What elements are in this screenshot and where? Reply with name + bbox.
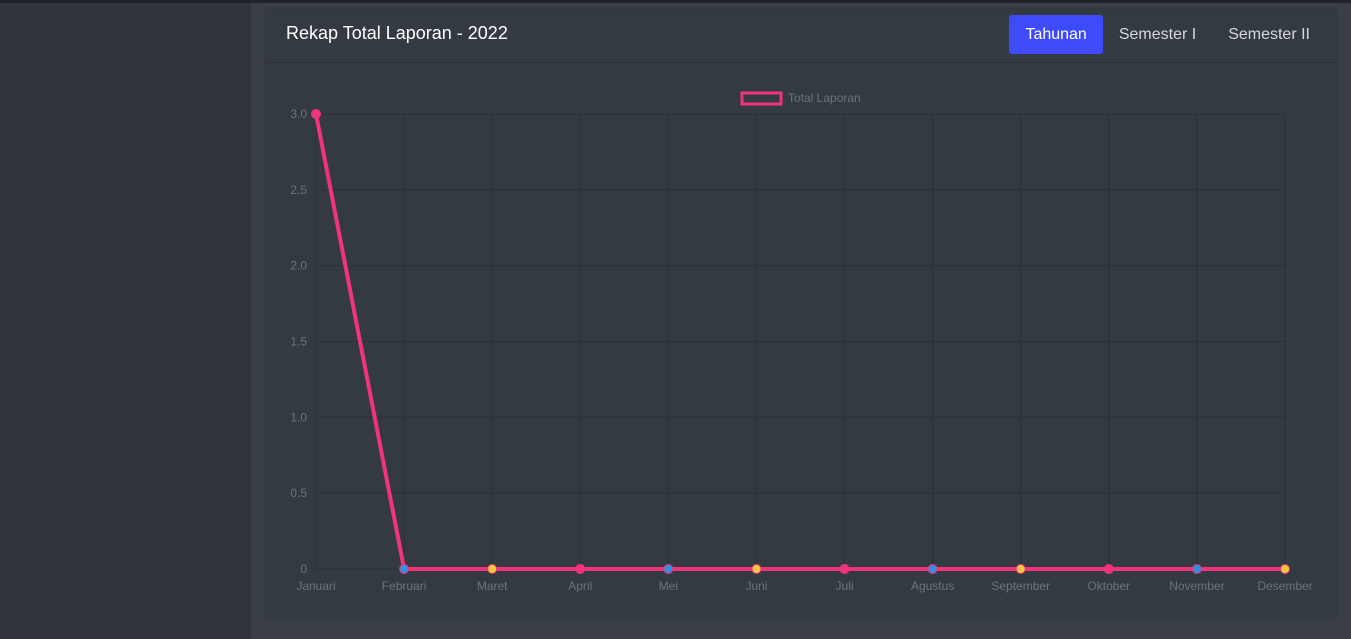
data-point	[311, 109, 321, 119]
x-tick-label: Maret	[477, 579, 508, 593]
x-tick-label: Februari	[382, 579, 427, 593]
x-tick-label: Desember	[1257, 579, 1312, 593]
data-point	[1280, 564, 1290, 574]
card-header: Rekap Total Laporan - 2022 Tahunan Semes…	[266, 9, 1336, 63]
legend-label: Total Laporan	[788, 91, 861, 105]
x-tick-label: November	[1169, 579, 1224, 593]
y-tick-label: 3.0	[290, 107, 307, 121]
y-tick-label: 0	[300, 562, 307, 576]
x-tick-label: Mei	[659, 579, 678, 593]
x-tick-label: Agustus	[911, 579, 954, 593]
card-title: Rekap Total Laporan - 2022	[286, 23, 508, 43]
legend-swatch	[740, 91, 783, 106]
y-tick-label: 1.5	[290, 335, 307, 349]
x-tick-label: September	[991, 579, 1050, 593]
tab-semester-1[interactable]: Semester I	[1118, 26, 1197, 43]
y-tick-label: 0.5	[290, 486, 307, 500]
tab-semester-2[interactable]: Semester II	[1228, 26, 1310, 43]
data-point	[751, 564, 762, 574]
report-card: Rekap Total Laporan - 2022 Tahunan Semes…	[266, 9, 1336, 619]
data-point	[927, 564, 938, 574]
data-point	[663, 564, 674, 574]
x-tick-label: Januari	[296, 579, 335, 593]
sidebar	[0, 3, 251, 639]
data-point	[487, 564, 498, 574]
data-point	[575, 564, 586, 574]
y-tick-label: 2.0	[290, 259, 307, 273]
data-point	[399, 564, 410, 574]
series-line	[314, 113, 1285, 571]
y-tick-label: 1.0	[290, 410, 307, 424]
x-tick-label: April	[568, 579, 592, 593]
data-point	[1103, 564, 1114, 574]
period-tabs: Tahunan Semester I Semester II	[1009, 15, 1326, 54]
y-tick-label: 2.5	[290, 183, 307, 197]
data-point	[1191, 564, 1202, 574]
data-point	[839, 564, 850, 574]
top-border	[0, 0, 1351, 3]
line-chart: 0 0.5 1.0 1.5 2.0 2.5 3.0 Januari Februari Maret A…	[290, 91, 1312, 593]
x-tick-label: Juni	[745, 579, 767, 593]
tab-tahunan[interactable]: Tahunan	[1009, 15, 1103, 54]
data-point	[1015, 564, 1026, 574]
x-tick-label: Oktober	[1087, 579, 1130, 593]
x-tick-label: Juli	[836, 579, 854, 593]
